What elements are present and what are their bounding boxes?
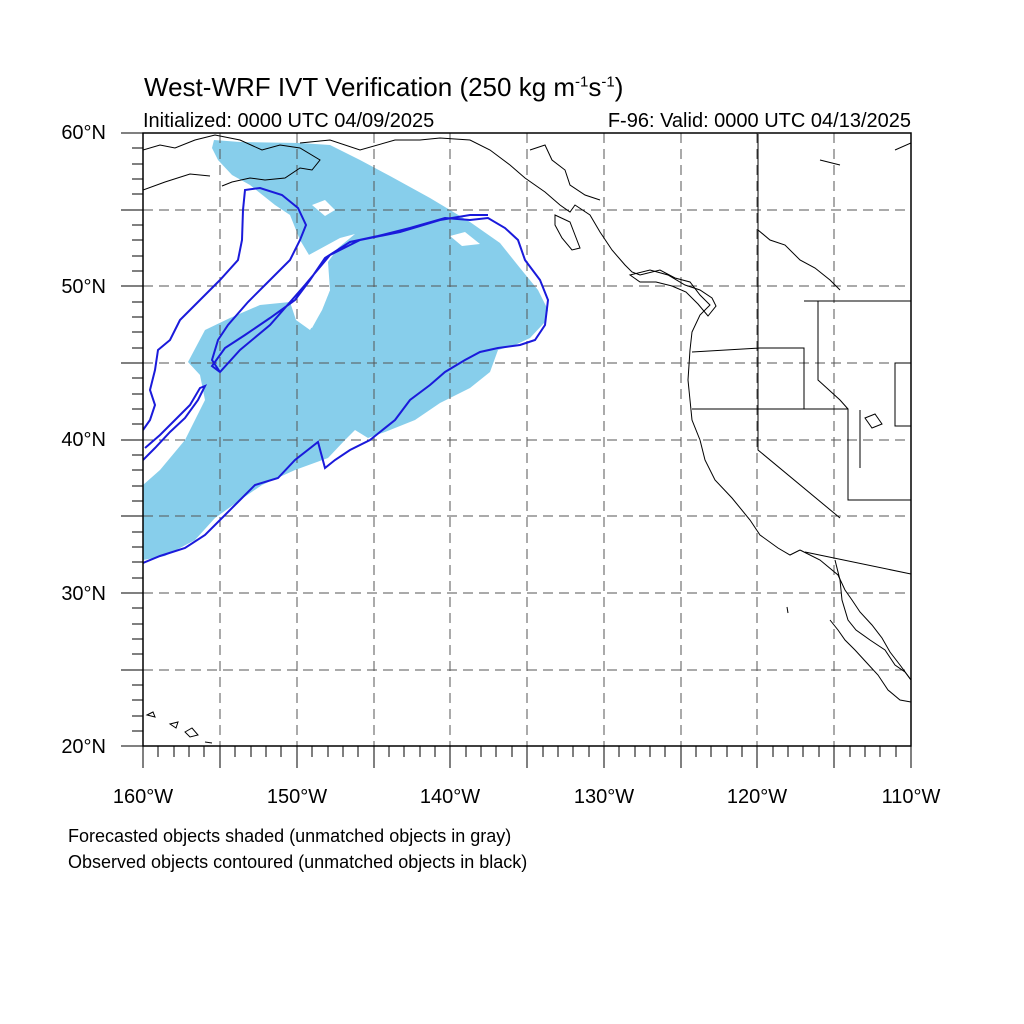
forecast-hole [296,234,355,328]
lon-label-110w: 110°W [881,786,941,808]
lat-label-40: 40°N [61,429,106,451]
lat-label-20: 20°N [61,736,106,758]
observed-contour-large [143,214,550,564]
lon-label-130w: 130°W [573,786,635,808]
forecast-object-main [143,140,548,560]
forecast-hole-tip [450,232,480,246]
graticule [143,133,911,746]
lon-label-160w: 160°W [112,786,174,808]
observed-contour-west [143,186,308,431]
initialized-time: Initialized: 0000 UTC 04/09/2025 [143,110,435,132]
forecast-objects [143,140,548,560]
lat-label-60: 60°N [61,122,106,144]
coastlines [143,134,911,744]
observed-objects [143,186,550,564]
minor-ticks [132,147,897,757]
footnote-observed: Observed objects contoured (unmatched ob… [68,852,528,872]
observed-contour-thin [143,384,208,461]
lon-label-120w: 120°W [726,786,788,808]
valid-time: F-96: Valid: 0000 UTC 04/13/2025 [607,110,911,132]
lon-label-150w: 150°W [266,786,328,808]
footnote-forecast: Forecasted objects shaded (unmatched obj… [68,826,512,846]
map-title: West-WRF IVT Verification (250 kg m-1s-1… [144,72,624,102]
forecast-hole-north [312,200,335,216]
tick-marks [121,132,912,768]
lat-label-30: 30°N [61,583,106,605]
lon-label-140w: 140°W [419,786,481,808]
lat-label-50: 50°N [61,276,106,298]
